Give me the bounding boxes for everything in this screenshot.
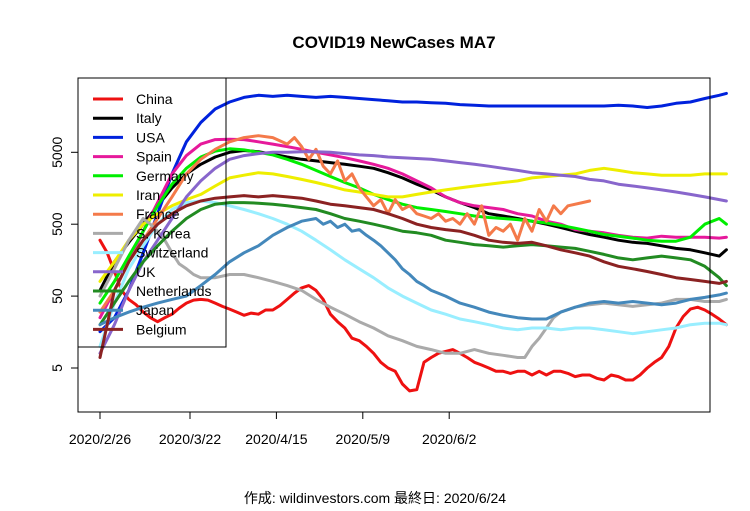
x-tick-label: 2020/5/9 <box>336 431 391 447</box>
x-axis: 2020/2/26 2020/3/22 2020/4/15 2020/5/9 2020/… <box>69 411 477 447</box>
y-tick-label: 5 <box>49 364 65 372</box>
legend-label: S. Korea <box>136 225 191 241</box>
y-tick-label: 500 <box>49 212 65 236</box>
series-layer <box>98 91 728 393</box>
legend: China Italy USA Spain Germany Iran France S. Ko… <box>77 77 227 348</box>
y-axis: 5 50 500 5000 <box>49 137 79 372</box>
legend-label: Japan <box>136 302 174 318</box>
legend-label: Belgium <box>136 321 187 337</box>
series-line-netherlands <box>98 201 728 327</box>
x-tick-label: 2020/4/15 <box>245 431 307 447</box>
y-tick-label: 50 <box>49 288 65 304</box>
series-line-belgium <box>98 194 728 359</box>
y-tick-label: 5000 <box>49 137 65 168</box>
chart-title: COVID19 NewCases MA7 <box>292 33 495 52</box>
legend-label: France <box>136 206 180 222</box>
x-tick-label: 2020/3/22 <box>159 431 221 447</box>
legend-label: USA <box>136 129 165 145</box>
series-line-s-korea <box>98 217 728 359</box>
series-line-iran <box>98 166 728 283</box>
series-line-italy <box>98 149 728 292</box>
series-line-usa <box>98 91 728 334</box>
legend-label: Spain <box>136 149 172 165</box>
legend-label: Netherlands <box>136 283 212 299</box>
legend-label: Switzerland <box>136 245 208 261</box>
x-tick-label: 2020/6/2 <box>422 431 477 447</box>
series-line-japan <box>98 217 728 327</box>
legend-label: Italy <box>136 110 162 126</box>
x-tick-label: 2020/2/26 <box>69 431 131 447</box>
legend-label: Iran <box>136 187 160 203</box>
legend-box <box>77 77 227 348</box>
series-line-china <box>98 238 728 393</box>
legend-label: China <box>136 91 173 107</box>
chart-caption: 作成: wildinvestors.com 最終日: 2020/6/24 <box>243 490 507 506</box>
legend-label: Germany <box>136 168 194 184</box>
series-line-uk <box>98 150 728 355</box>
legend-label: UK <box>136 264 156 280</box>
